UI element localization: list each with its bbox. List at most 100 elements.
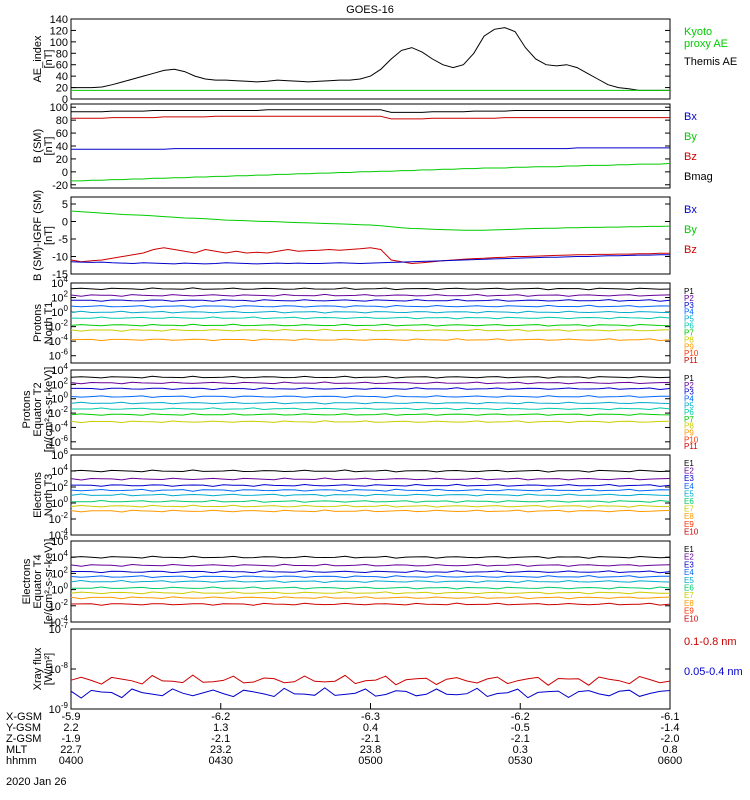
legend-entry: P4 xyxy=(684,394,694,403)
legend-entry: P8 xyxy=(684,422,694,431)
y-axis-label-line: North T1 xyxy=(43,302,55,345)
x-tick-label: -2.1 xyxy=(361,733,380,745)
y-axis-label-line: [nT] xyxy=(43,137,55,156)
plot-title: GOES-16 xyxy=(346,4,394,16)
y-tick-label: 60 xyxy=(56,128,68,140)
y-tick-label: -5 xyxy=(58,234,68,246)
series-line-bmag xyxy=(71,109,670,113)
x-row-label: MLT xyxy=(6,744,27,756)
series-line-p4 xyxy=(70,395,671,399)
series-line-e3 xyxy=(71,483,671,487)
series-line-p2 xyxy=(70,381,671,385)
y-tick-label: 104 xyxy=(51,463,68,478)
legend-entry: P2 xyxy=(684,294,694,303)
x-tick-label: 0.3 xyxy=(513,744,528,756)
y-tick-label: 10-2 xyxy=(49,405,69,420)
y-tick-label: 106 xyxy=(51,533,68,548)
x-row-label: Y-GSM xyxy=(6,722,41,734)
series-line-p5 xyxy=(70,401,671,405)
legend-entry: E9 xyxy=(684,520,694,529)
series-line-p3 xyxy=(71,298,671,302)
y-tick-label: 0 xyxy=(62,167,68,179)
y-tick-label: 100 xyxy=(50,37,68,49)
series-line-e6 xyxy=(70,586,671,590)
y-tick-label: 104 xyxy=(51,362,68,377)
series-line-p7 xyxy=(70,413,671,417)
series-line-p8 xyxy=(70,328,671,332)
x-tick-label: 0400 xyxy=(59,755,83,767)
y-axis-label-line: Protons xyxy=(32,304,44,342)
series-line-e1 xyxy=(70,469,671,473)
y-tick-label: 20 xyxy=(56,154,68,166)
legend-entry: E8 xyxy=(684,512,694,521)
y-tick-label: 100 xyxy=(50,102,68,114)
y-tick-label: 80 xyxy=(56,115,68,127)
x-tick-label: 0.4 xyxy=(363,722,378,734)
legend-entry: Bmag xyxy=(684,171,713,183)
x-tick-label: -6.2 xyxy=(211,711,230,723)
legend-entry: P3 xyxy=(684,388,694,397)
x-tick-label: 0500 xyxy=(358,755,382,767)
series-line-e6 xyxy=(71,499,671,503)
y-tick-label: 10-2 xyxy=(49,598,69,613)
y-tick-label: 10-7 xyxy=(49,621,69,636)
y-tick-label: 20 xyxy=(56,83,68,95)
x-tick-label: -1.9 xyxy=(62,733,81,745)
y-axis-label-line: [p/(cm²-s-sr-keV)] xyxy=(43,367,55,453)
y-axis-label-line: [nT] xyxy=(43,50,55,69)
y-tick-label: 10-2 xyxy=(49,511,69,526)
y-axis-label: Protons Equator T2 [p/(cm²-s-sr-keV)] xyxy=(21,367,55,453)
legend-entry: P4 xyxy=(684,308,694,317)
x-tick-label: 23.2 xyxy=(210,744,231,756)
y-axis-label-line: B (SM)-IGRF (SM) xyxy=(32,190,44,281)
y-axis-label-line: Electrons xyxy=(32,472,44,518)
legend-entry: P9 xyxy=(684,342,694,351)
legend-entry: E5 xyxy=(684,576,694,585)
legend-entry: By xyxy=(684,131,697,143)
legend-entry: 0.1-0.8 nm xyxy=(684,636,737,648)
legend-entry: Bx xyxy=(684,111,697,123)
y-axis-label-line: Equator T2 xyxy=(32,382,44,436)
legend-entry: P5 xyxy=(684,315,694,324)
x-tick-label: -6.2 xyxy=(511,711,530,723)
series-line-p5 xyxy=(70,310,671,314)
x-tick-label: -1.4 xyxy=(661,722,680,734)
series-line-p1 xyxy=(70,287,671,291)
y-tick-label: 100 xyxy=(51,582,68,597)
x-tick-label: -2.1 xyxy=(511,733,530,745)
y-tick-label: 140 xyxy=(50,14,68,26)
x-tick-label: -0.5 xyxy=(511,722,530,734)
y-tick-label: 10-4 xyxy=(49,333,69,348)
legend-entry: E8 xyxy=(684,599,694,608)
series-line-e4 xyxy=(70,575,671,579)
y-tick-label: -10 xyxy=(52,252,68,264)
legend-entry: E10 xyxy=(684,527,699,536)
legend-entry: P1 xyxy=(684,287,694,296)
x-tick-label: -6.3 xyxy=(361,711,380,723)
legend-entry: proxy AE xyxy=(684,38,728,50)
y-axis-label-line: Equator T4 xyxy=(32,554,44,608)
y-tick-label: 0 xyxy=(62,94,68,106)
series-line-e4 xyxy=(70,488,671,492)
series-line-p4 xyxy=(70,304,671,308)
y-tick-label: 40 xyxy=(56,141,68,153)
y-tick-label: -15 xyxy=(52,269,68,281)
legend-entry: P11 xyxy=(684,356,698,365)
x-row-label: Z-GSM xyxy=(6,733,41,745)
legend-entry: Bz xyxy=(684,151,697,163)
series-line-0-05-0-4-nm xyxy=(70,687,671,699)
legend-entry: Kyoto xyxy=(684,26,712,38)
y-axis-label-line: Electrons xyxy=(21,558,33,604)
legend-entry: 0.05-0.4 nm xyxy=(684,666,743,678)
x-tick-label: -6.1 xyxy=(661,711,680,723)
legend-entry: Themis AE xyxy=(684,56,737,68)
date-label: 2020 Jan 26 xyxy=(6,776,67,788)
legend-entry: P3 xyxy=(684,301,694,310)
legend-entry: P11 xyxy=(684,442,698,451)
legend-entry: P8 xyxy=(684,335,694,344)
legend-entry: P7 xyxy=(684,328,694,337)
legend-entry: E5 xyxy=(684,489,694,498)
series-line-by xyxy=(70,210,671,231)
